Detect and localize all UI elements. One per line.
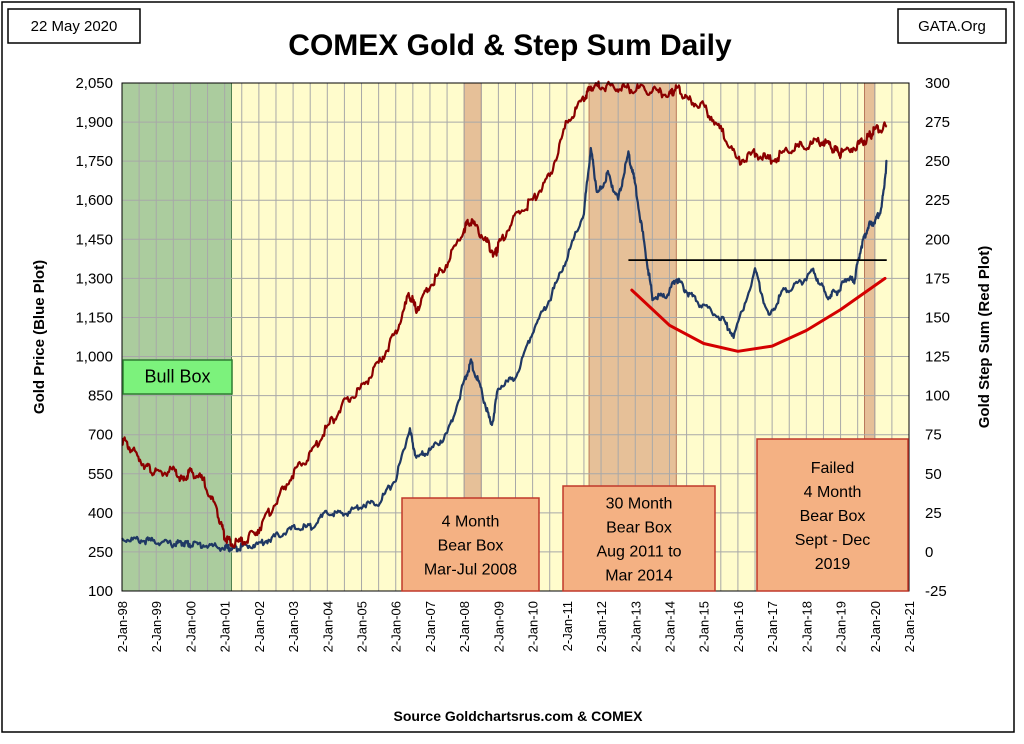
bear-box-2019-label-box [756,438,909,592]
y-right-tick-label: 200 [925,231,950,248]
y-left-tick-label: 400 [88,505,113,522]
publisher-box [897,8,1007,44]
x-tick-label: 2-Jan-18 [799,601,814,652]
y-left-tick-label: 1,000 [75,349,113,366]
x-tick-label: 2-Jan-98 [115,601,130,652]
y-left-tick-label: 1,750 [75,153,113,170]
bear-box-2019-label-line: 2019 [815,556,851,573]
y-left-axis-label: Gold Price (Blue Plot) [31,260,48,414]
y-left-tick-label: 1,600 [75,192,113,209]
x-tick-label: 2-Jan-10 [526,601,541,652]
bear-box-2008-label-line: Bear Box [438,538,504,555]
x-tick-label: 2-Jan-03 [286,601,301,652]
y-left-tick-label: 850 [88,388,113,405]
x-tick-label: 2-Jan-15 [697,601,712,652]
series-line-gold-price [121,146,888,553]
y-left-tick-label: 1,900 [75,114,113,131]
y-left-tick-label: 2,050 [75,75,113,92]
y-left-tick-label: 1,300 [75,270,113,287]
bear-box-2019-label-line: Bear Box [800,508,866,525]
bear-box-2019-label-line: Sept - Dec [795,532,871,549]
x-tick-label: 2-Jan-19 [834,601,849,652]
x-tick-label: 2-Jan-01 [218,601,233,652]
bear-box-2011-label-line: Aug 2011 to [596,544,681,561]
y-left-tick-label: 1,150 [75,309,113,326]
x-tick-label: 2-Jan-99 [149,601,164,652]
bear-box-2008-label-box [401,497,540,592]
x-tick-label: 2-Jan-05 [355,601,370,652]
y-right-tick-label: 125 [925,349,950,366]
y-right-tick-label: 225 [925,192,950,209]
x-tick-label: 2-Jan-11 [560,601,575,651]
y-right-tick-label: 175 [925,270,950,287]
x-tick-label: 2-Jan-00 [183,601,198,652]
bear-box-2019-label-line: Failed [811,460,855,477]
source-label: Source Goldchartsrus.com & COMEX [394,708,644,724]
y-right-tick-label: -25 [925,583,947,600]
y-right-tick-label: 275 [925,114,950,131]
y-left-tick-label: 550 [88,466,113,483]
chart-title: COMEX Gold & Step Sum Daily [288,29,732,62]
x-tick-label: 2-Jan-02 [252,601,267,652]
publisher-label: GATA.Org [918,18,986,35]
date-label: 22 May 2020 [31,18,118,35]
labels-layer: Bull Box 4 Month Bear Box Mar-Jul 2008 30 Mo… [122,359,909,592]
y-right-tick-label: 300 [925,75,950,92]
series-layer [121,80,888,553]
bear-box-2011-label-line: Bear Box [606,520,672,537]
x-tick-label: 2-Jan-20 [868,601,883,652]
y-right-tick-label: 50 [925,466,942,483]
y-left-tick-label: 700 [88,427,113,444]
x-tick-label: 2-Jan-21 [902,601,917,652]
y-left-tick-label: 100 [88,583,113,600]
bear-box-2011-label-box [562,485,716,592]
y-right-tick-label: 75 [925,427,942,444]
x-tick-label: 2-Jan-06 [389,601,404,652]
trend-curve [630,276,887,353]
y-left-tick-label: 1,450 [75,231,113,248]
x-tick-label: 2-Jan-16 [731,601,746,652]
y-right-tick-label: 25 [925,505,942,522]
axes-layer: 1002504005507008501,0001,1501,3001,4501,… [75,75,950,652]
y-right-tick-label: 150 [925,309,950,326]
x-tick-label: 2-Jan-12 [594,601,609,652]
grid-layer [121,82,910,592]
x-tick-label: 2-Jan-13 [628,601,643,652]
bull-box-label-line: Bull Box [144,367,210,387]
y-left-tick-label: 250 [88,544,113,561]
bear-box-2008-label-line: 4 Month [442,514,500,531]
x-tick-label: 2-Jan-14 [662,601,677,652]
bear-box-2008-label-line: Mar-Jul 2008 [424,562,517,579]
bear-box-2011-label-line: Mar 2014 [605,568,673,585]
bear-box-2011-label-line: 30 Month [606,496,673,513]
bear-box-2019-label-line: 4 Month [804,484,862,501]
x-tick-label: 2-Jan-04 [320,601,335,652]
series-line-step-sum [121,80,888,549]
bull-box-region [121,82,232,592]
x-tick-label: 2-Jan-09 [491,601,506,652]
y-right-axis-label: Gold Step Sum (Red Plot) [976,246,993,429]
x-tick-label: 2-Jan-17 [765,601,780,652]
x-tick-label: 2-Jan-08 [457,601,472,652]
x-tick-label: 2-Jan-07 [423,601,438,652]
y-right-tick-label: 0 [925,544,933,561]
date-box [7,8,141,44]
y-right-tick-label: 250 [925,153,950,170]
overlays-layer [628,259,887,353]
y-right-tick-label: 100 [925,388,950,405]
bull-box-label-box [122,359,233,395]
